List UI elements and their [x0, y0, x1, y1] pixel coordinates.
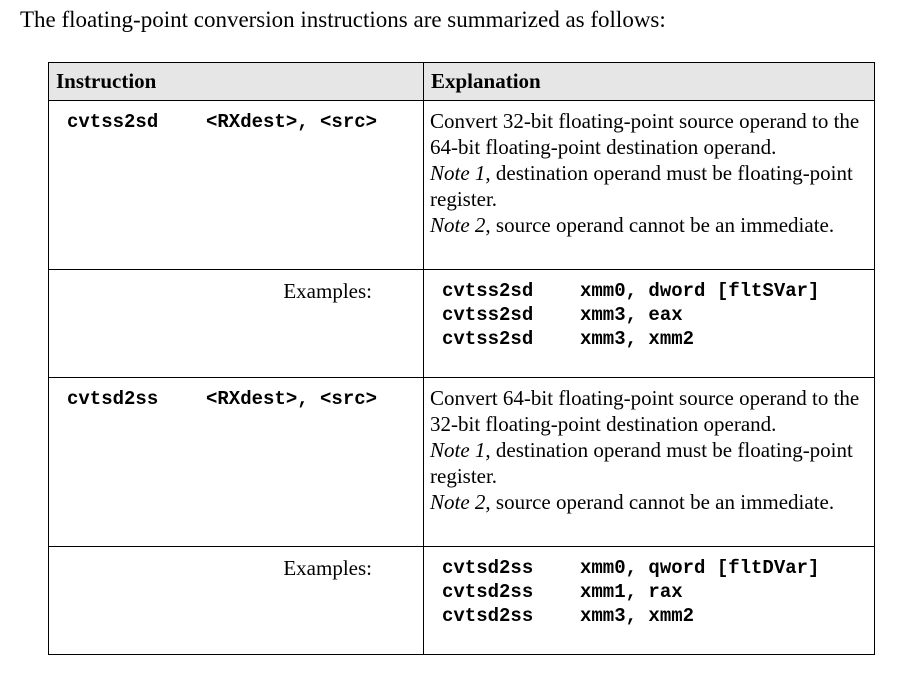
intro-text: The floating-point conversion instructio…	[20, 7, 666, 32]
instruction-mnemonic: cvtss2sd	[67, 111, 159, 133]
instruction-operands: <RXdest>, <src>	[206, 111, 378, 133]
example-operands: xmm1, rax	[580, 581, 683, 603]
example-operands: xmm3, xmm2	[580, 605, 695, 627]
header-explanation: Explanation	[423, 62, 875, 101]
examples-cell: cvtsd2ss xmm0, qword [fltDVar] cvtsd2ss xm…	[423, 546, 875, 655]
note-2-label: Note 2	[430, 213, 486, 237]
examples-label: Examples:	[283, 279, 372, 303]
explanation-text: Convert 32-bit floating-point source ope…	[430, 109, 860, 159]
example-operands: xmm0, dword [fltSVar]	[580, 280, 820, 302]
instruction-cell: cvtsd2ss <RXdest>, <src>	[48, 377, 424, 547]
note-1-text: , destination operand must be floating-p…	[430, 161, 853, 211]
example-mnemonic: cvtss2sd	[442, 280, 534, 302]
table-row: cvtss2sd <RXdest>, <src> Convert 32-bit …	[48, 100, 875, 270]
example-operands: xmm3, xmm2	[580, 328, 695, 350]
header-instruction: Instruction	[48, 62, 424, 101]
example-mnemonic: cvtss2sd	[442, 328, 534, 350]
example-mnemonic: cvtss2sd	[442, 304, 534, 326]
examples-label: Examples:	[283, 556, 372, 580]
table-row: cvtsd2ss <RXdest>, <src> Convert 64-bit …	[48, 377, 875, 547]
instruction-operands: <RXdest>, <src>	[206, 388, 378, 410]
examples-label-cell: Examples:	[48, 546, 424, 655]
explanation-cell: Convert 32-bit floating-point source ope…	[423, 100, 875, 270]
example-mnemonic: cvtsd2ss	[442, 581, 534, 603]
note-1-label: Note 1	[430, 438, 486, 462]
examples-cell: cvtss2sd xmm0, dword [fltSVar] cvtss2sd xm…	[423, 269, 875, 378]
example-line: cvtsd2ss xmm0, qword [fltDVar]	[442, 556, 819, 580]
example-line: cvtsd2ss xmm3, xmm2	[442, 604, 694, 628]
table-row: Examples: cvtss2sd xmm0, dword [fltSVar] …	[48, 269, 875, 378]
conversion-instructions-table: Instruction Explanation cvtss2sd <RXdest…	[48, 62, 875, 655]
example-mnemonic: cvtsd2ss	[442, 557, 534, 579]
examples-label-cell: Examples:	[48, 269, 424, 378]
example-operands: xmm3, eax	[580, 304, 683, 326]
example-operands: xmm0, qword [fltDVar]	[580, 557, 820, 579]
table-header-row: Instruction Explanation	[48, 62, 875, 101]
note-1-text: , destination operand must be floating-p…	[430, 438, 853, 488]
note-1-label: Note 1	[430, 161, 486, 185]
example-mnemonic: cvtsd2ss	[442, 605, 534, 627]
instruction-cell: cvtss2sd <RXdest>, <src>	[48, 100, 424, 270]
explanation-text: Convert 64-bit floating-point source ope…	[430, 386, 860, 436]
note-2-text: , source operand cannot be an immediate.	[485, 490, 835, 514]
instruction-mnemonic: cvtsd2ss	[67, 388, 159, 410]
explanation-cell: Convert 64-bit floating-point source ope…	[423, 377, 875, 547]
note-2-label: Note 2	[430, 490, 486, 514]
table-row: Examples: cvtsd2ss xmm0, qword [fltDVar] …	[48, 546, 875, 655]
example-line: cvtsd2ss xmm1, rax	[442, 580, 683, 604]
example-line: cvtss2sd xmm0, dword [fltSVar]	[442, 279, 819, 303]
example-line: cvtss2sd xmm3, eax	[442, 303, 683, 327]
example-line: cvtss2sd xmm3, xmm2	[442, 327, 694, 351]
note-2-text: , source operand cannot be an immediate.	[485, 213, 835, 237]
